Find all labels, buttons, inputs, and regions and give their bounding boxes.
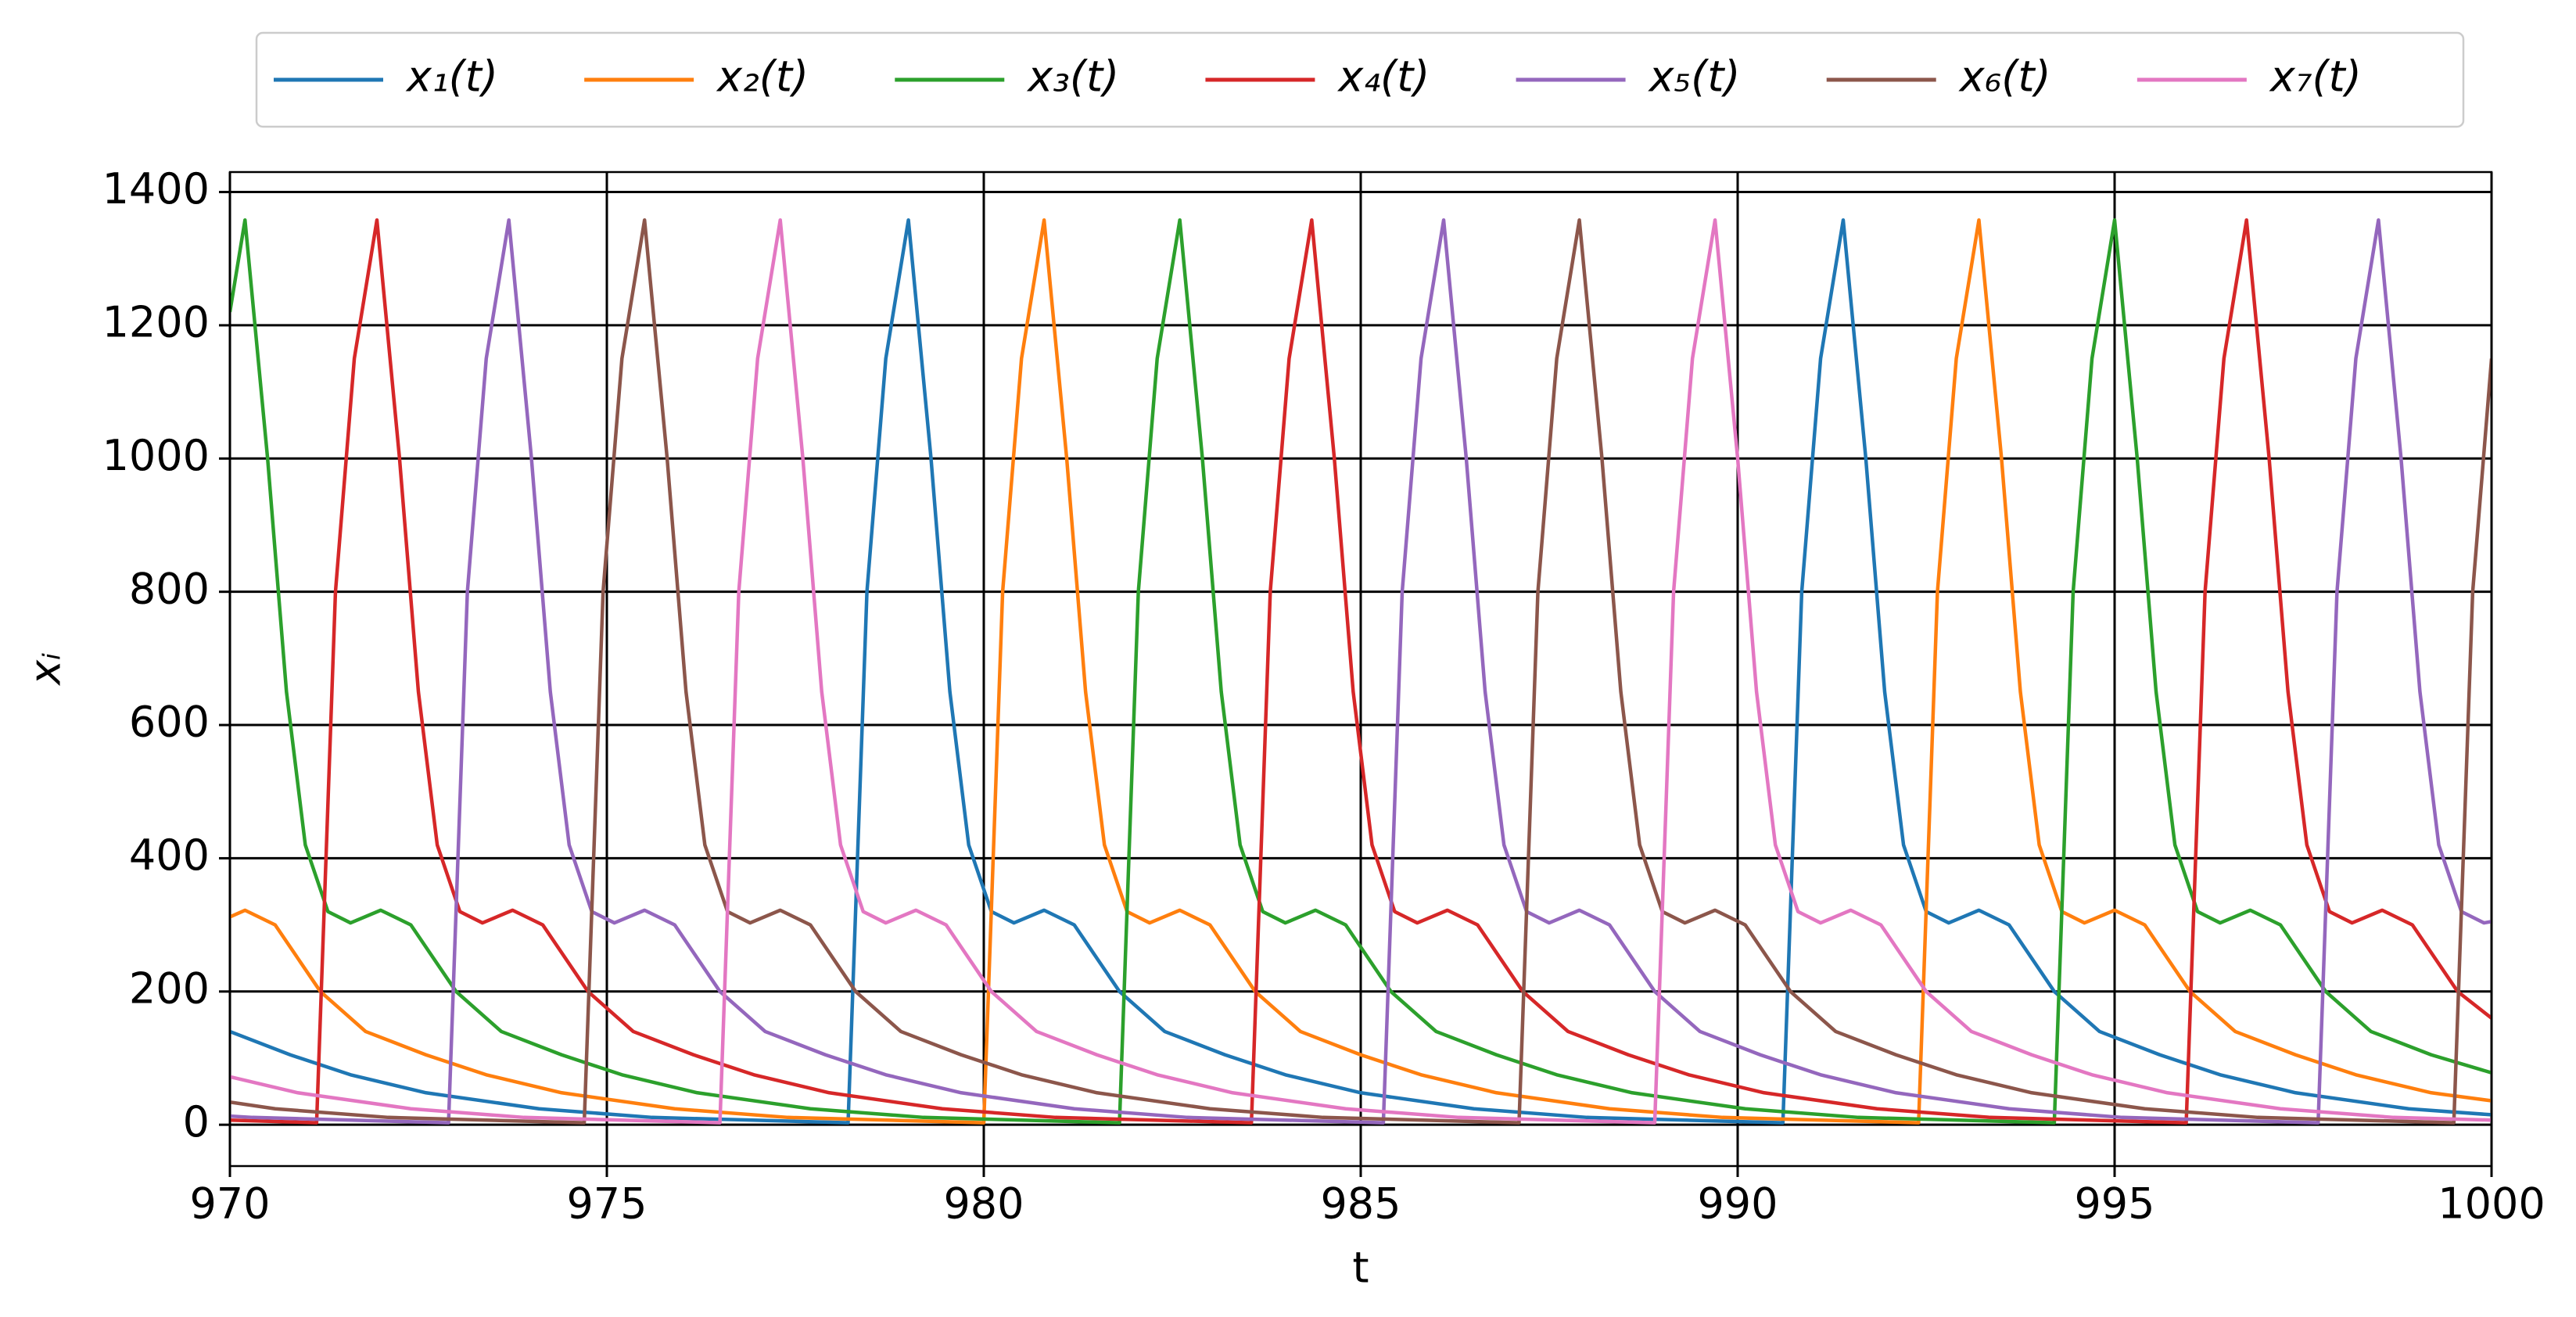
series-line — [230, 218, 2492, 1125]
x-tick-label: 985 — [1320, 1179, 1401, 1229]
y-tick-label: 0 — [183, 1097, 210, 1147]
series-line — [230, 218, 2492, 1125]
x-tick-label: 970 — [189, 1179, 270, 1229]
y-tick-label: 600 — [129, 698, 210, 747]
x-axis-label: t — [1352, 1243, 1369, 1293]
y-tick-label: 400 — [129, 831, 210, 880]
legend-label: x₆(t) — [1958, 52, 2051, 102]
series-line — [230, 218, 2492, 1125]
y-tick-label: 1200 — [102, 298, 210, 347]
x-tick-label: 975 — [566, 1179, 647, 1229]
y-tick-label: 1400 — [102, 164, 210, 214]
legend-label: x₄(t) — [1336, 52, 1430, 102]
legend-label: x₂(t) — [716, 52, 809, 102]
y-tick-label: 800 — [129, 564, 210, 613]
legend-label: x₅(t) — [1648, 52, 1741, 102]
grid — [228, 172, 2493, 1166]
x-tick-label: 980 — [943, 1179, 1024, 1229]
legend-label: x₁(t) — [405, 52, 498, 102]
y-tick-label: 200 — [129, 964, 210, 1013]
ticks: 0 200 400 600 800 1000 1200 1400 970 975 980 985 990… — [102, 164, 2546, 1228]
x-tick-label: 995 — [2074, 1179, 2154, 1229]
legend: x₁(t) x₂(t) x₃(t) x₄(t) x₅(t) x₆(t) x₇(t) — [274, 52, 2362, 102]
y-tick-label: 1000 — [102, 431, 210, 480]
legend-box — [255, 31, 2465, 128]
legend-label: x₇(t) — [2269, 52, 2362, 102]
series-line — [230, 218, 2492, 1125]
y-axis-label: xᵢ — [21, 652, 70, 687]
x-tick-label: 990 — [1697, 1179, 1778, 1229]
series-line — [230, 218, 2492, 1125]
series-line — [230, 218, 2492, 1125]
legend-label: x₃(t) — [1026, 52, 1119, 102]
plot-lines — [230, 218, 2492, 1125]
series-line — [230, 218, 2492, 1125]
x-tick-label: 1000 — [2438, 1179, 2545, 1229]
